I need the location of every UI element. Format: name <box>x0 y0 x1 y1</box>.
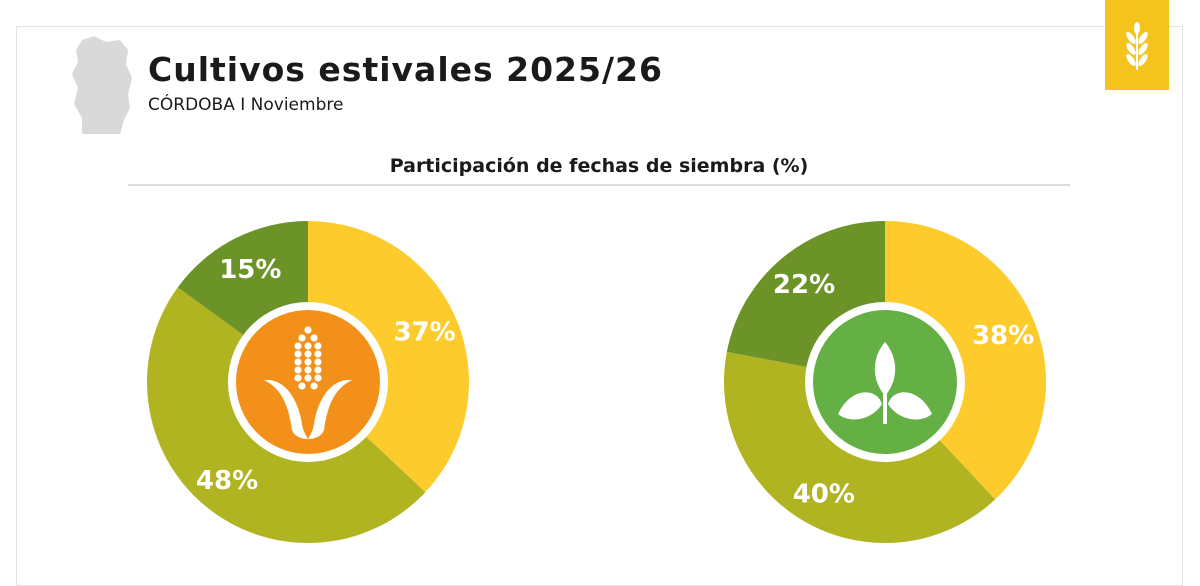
slice-label: 38% <box>972 321 1034 351</box>
corn-icon <box>264 326 352 440</box>
cordoba-province-map-icon <box>72 36 132 134</box>
slice-early <box>308 221 470 493</box>
soybean-sprout-icon <box>838 342 932 424</box>
title-divider <box>128 184 1070 186</box>
soybean-pie-chart: 38% 40% 22% <box>724 221 1046 543</box>
slice-label: 37% <box>393 318 455 348</box>
page-subtitle: CÓRDOBA I Noviembre <box>148 95 344 115</box>
slice-label: 40% <box>793 479 855 509</box>
slice-early <box>885 221 1046 500</box>
soybean-center-badge <box>805 302 965 462</box>
logo-badge <box>1105 0 1169 90</box>
charts-canvas: 37% 48% 15% 38% 40% 22% <box>146 221 1046 544</box>
corn-center-badge <box>228 302 388 462</box>
corn-pie-chart: 37% 48% 15% <box>146 221 470 544</box>
wheat-icon <box>1126 22 1148 70</box>
page-title: Cultivos estivales 2025/26 <box>148 50 663 89</box>
slice-label: 48% <box>196 466 258 496</box>
slice-label: 15% <box>219 255 281 285</box>
slice-label: 22% <box>773 270 835 300</box>
chart-title: Participación de fechas de siembra (%) <box>389 155 809 177</box>
